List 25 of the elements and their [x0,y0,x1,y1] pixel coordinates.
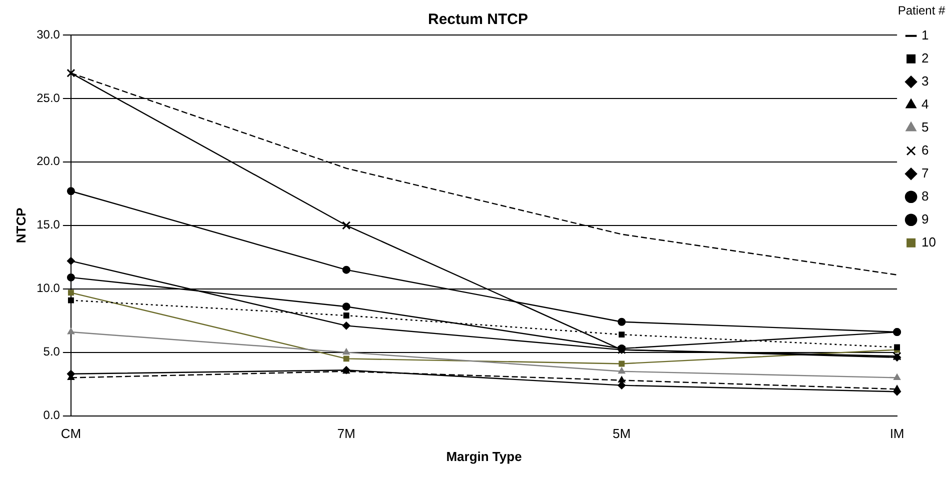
legend-label: 10 [922,234,936,250]
legend-label: 8 [922,188,929,204]
y-tick-label: 15.0 [36,218,60,232]
y-tick-label: 25.0 [36,90,60,105]
legend-label: 1 [922,27,929,42]
legend-title: Patient # [898,3,946,18]
legend-label: 3 [922,73,929,88]
y-tick-label: 5.0 [43,344,60,359]
y-tick-label: 0.0 [43,408,60,422]
legend-label: 5 [922,119,929,134]
x-tick-label: 5M [612,426,631,442]
chart-title: Rectum NTCP [428,11,528,28]
legend-label: 7 [922,165,929,180]
legend-label: 4 [922,96,929,112]
y-tick-label: 20.0 [36,154,60,168]
y-tick-label: 30.0 [36,27,60,42]
legend-label: 6 [922,142,929,158]
legend-label: 2 [922,50,929,66]
y-tick-label: 10.0 [36,281,60,296]
x-tick-label: IM [890,426,904,442]
y-axis-title: NTCP [13,207,28,244]
x-tick-label: 7M [337,426,356,442]
x-tick-label: CM [60,426,82,442]
legend-label: 9 [922,211,929,226]
x-axis-title: Margin Type [446,448,522,464]
